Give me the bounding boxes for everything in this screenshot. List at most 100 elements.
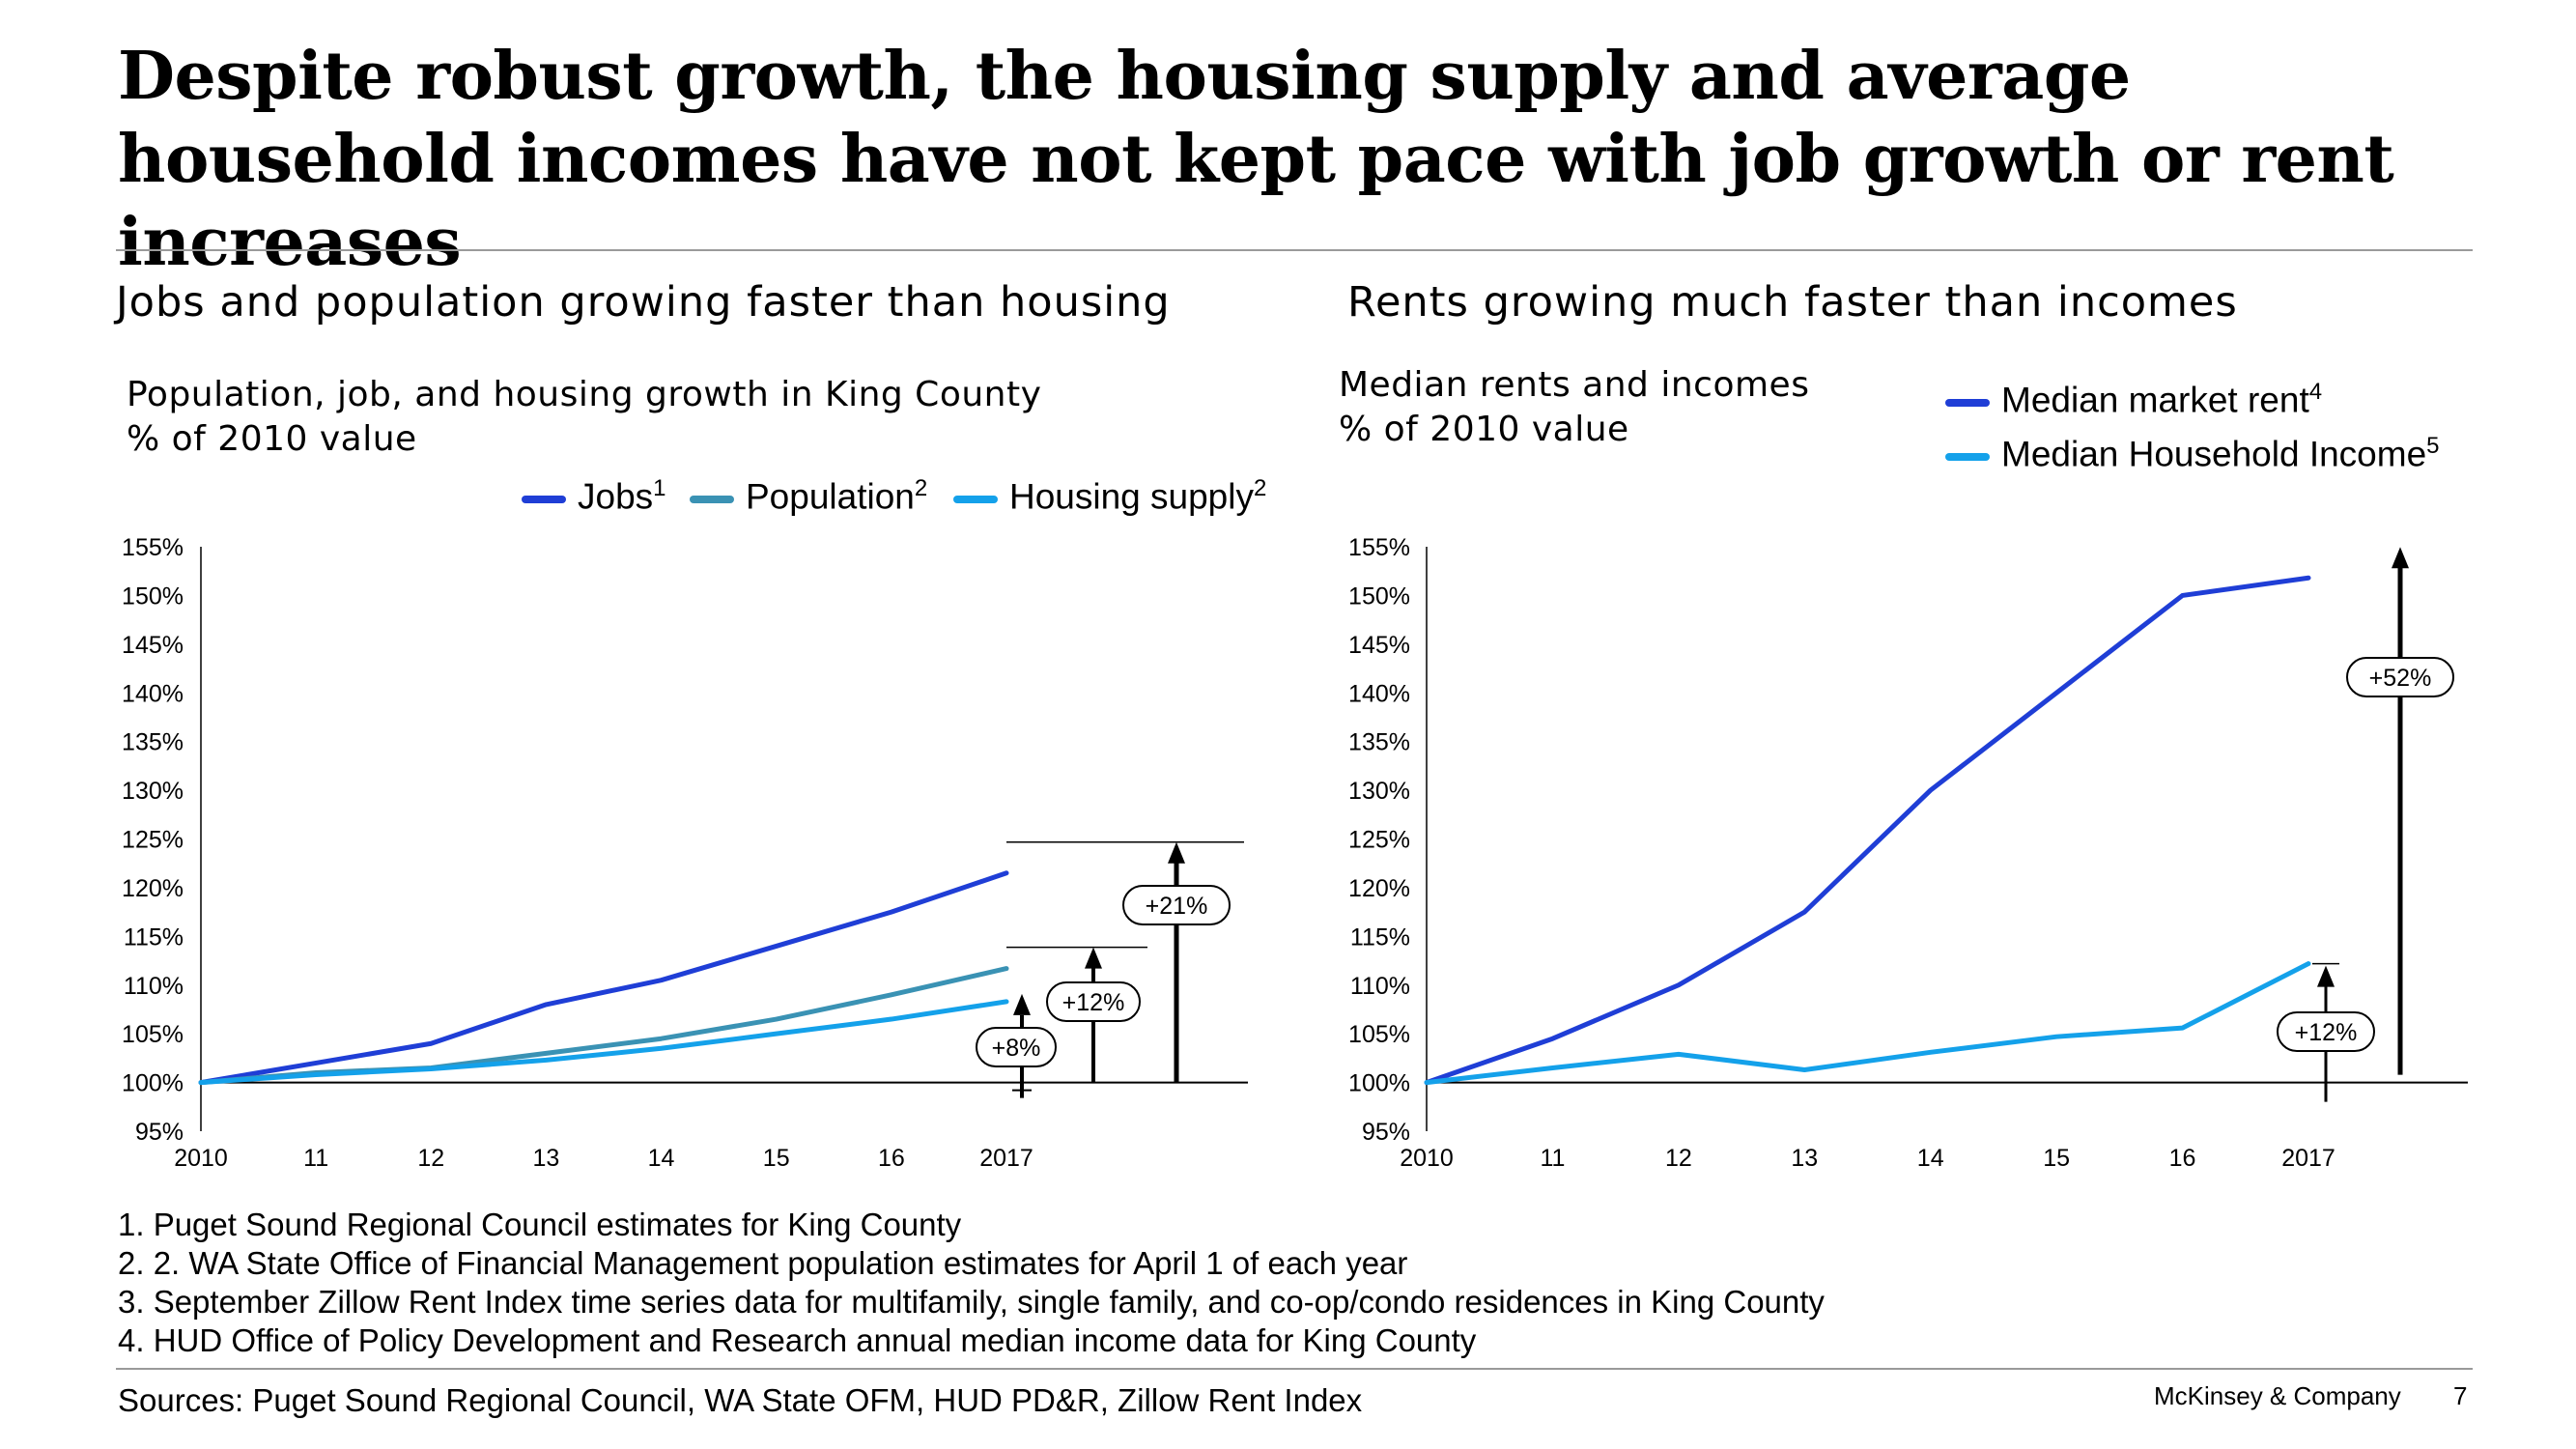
title-divider (116, 249, 2473, 251)
footnote-4: 4. HUD Office of Policy Development and … (118, 1322, 1477, 1358)
series-line-0 (1424, 575, 2311, 1086)
y-tick-label: 95% (1362, 1119, 1410, 1146)
legend-swatch-jobs (522, 495, 566, 503)
x-tick-label: 14 (648, 1145, 675, 1172)
footnote-marker: 5 (2426, 433, 2440, 459)
y-tick-label: 155% (122, 534, 184, 561)
legend-swatch-income (1945, 452, 1990, 461)
legend-swatch-population (690, 495, 734, 503)
annotation-arrowhead-housing (1013, 993, 1031, 1015)
x-tick-label: 12 (1665, 1145, 1692, 1172)
right-chart-title: Median rents and incomes (1339, 365, 1810, 405)
x-tick-label: 13 (1791, 1145, 1818, 1172)
y-tick-label: 100% (122, 1070, 184, 1097)
annotation-rent-52-label: +52% (2369, 665, 2432, 692)
page-number: 7 (2453, 1381, 2468, 1410)
legend-label: Population (746, 476, 915, 517)
annotation-income-12-label: +12% (2295, 1019, 2358, 1046)
legend-housing-supply: Housing supply2 (953, 475, 1266, 517)
y-tick-label: 105% (122, 1021, 184, 1048)
series-line-1 (198, 966, 1009, 1086)
y-tick-label: 115% (124, 923, 184, 951)
x-tick-label: 2017 (979, 1145, 1033, 1172)
y-tick-label: 120% (122, 875, 184, 902)
x-tick-label: 11 (1540, 1145, 1565, 1172)
legend-label: Median Household Income (2001, 434, 2427, 474)
right-section-heading: Rents growing much faster than incomes (1347, 278, 2238, 327)
x-tick-label: 2017 (2281, 1145, 2335, 1172)
x-tick-label: 15 (2043, 1145, 2070, 1172)
left-section-heading: Jobs and population growing faster than … (116, 278, 1171, 327)
y-tick-label: 110% (1350, 973, 1410, 1000)
y-tick-label: 150% (122, 582, 184, 610)
legend-swatch-housing (953, 495, 998, 503)
annotation-12-pill (1046, 981, 1141, 1022)
annotation-21-label: +21% (1146, 893, 1208, 920)
footer-divider (116, 1368, 2473, 1370)
y-tick-label: 135% (1348, 729, 1410, 756)
footnote-2: 2. 2. WA State Office of Financial Manag… (118, 1245, 1408, 1281)
annotation-8-pill (976, 1027, 1057, 1067)
x-tick-label: 14 (1917, 1145, 1944, 1172)
page-title: Despite robust growth, the housing suppl… (118, 38, 2394, 281)
y-tick-label: 115% (1350, 923, 1410, 951)
legend-label: Jobs (578, 476, 654, 517)
series-line-2 (198, 999, 1009, 1086)
y-tick-label: 135% (122, 729, 184, 756)
footnote-marker: 2 (1253, 475, 1267, 501)
annotation-rent-52-pill (2346, 657, 2454, 697)
y-tick-label: 125% (122, 827, 184, 854)
legend-median-market-rent: Median market rent4 (1945, 379, 2322, 420)
left-chart-subtitle: Population, job, and housing growth in K… (127, 373, 1041, 462)
right-chart-subtitle: Median rents and incomes % of 2010 value (1339, 363, 1809, 452)
right-chart-unit: % of 2010 value (1339, 410, 1629, 449)
y-tick-label: 105% (1348, 1021, 1410, 1048)
x-tick-label: 2010 (1400, 1145, 1454, 1172)
sources: Sources: Puget Sound Regional Council, W… (118, 1382, 1363, 1418)
left-chart-title: Population, job, and housing growth in K… (127, 375, 1042, 414)
footnote-marker: 1 (653, 475, 666, 501)
x-tick-label: 2010 (174, 1145, 228, 1172)
y-tick-label: 95% (135, 1119, 184, 1146)
annotation-12-label: +12% (1062, 989, 1125, 1016)
annotation-arrowhead-rent (2392, 547, 2409, 569)
legend-swatch-rent (1945, 398, 1990, 407)
annotation-income-12-pill (2277, 1011, 2375, 1052)
annotation-arrowhead-jobs (1168, 841, 1185, 864)
y-tick-label: 130% (1348, 778, 1410, 805)
y-tick-label: 130% (122, 778, 184, 805)
x-tick-label: 16 (2169, 1145, 2196, 1172)
legend-median-household-income: Median Household Income5 (1945, 433, 2440, 474)
y-tick-label: 140% (122, 680, 184, 707)
y-tick-label: 150% (1348, 582, 1410, 610)
footnote-3: 3. September Zillow Rent Index time seri… (118, 1284, 1825, 1320)
x-tick-label: 11 (303, 1145, 328, 1172)
y-tick-label: 140% (1348, 680, 1410, 707)
y-tick-label: 145% (1348, 632, 1410, 659)
legend-population: Population2 (690, 475, 927, 517)
y-tick-label: 145% (122, 632, 184, 659)
y-tick-label: 110% (124, 973, 184, 1000)
legend-label: Housing supply (1009, 476, 1254, 517)
x-tick-label: 15 (763, 1145, 790, 1172)
x-tick-label: 16 (878, 1145, 905, 1172)
brand: McKinsey & Company (2154, 1381, 2401, 1410)
footnote-marker: 2 (914, 475, 928, 501)
y-tick-label: 120% (1348, 875, 1410, 902)
x-tick-label: 13 (533, 1145, 560, 1172)
footnote-1: 1. Puget Sound Regional Council estimate… (118, 1207, 962, 1242)
series-line-0 (198, 870, 1009, 1086)
legend-jobs: Jobs1 (522, 475, 666, 517)
footnote-marker: 4 (2308, 379, 2323, 405)
y-tick-label: 100% (1348, 1070, 1410, 1097)
annotation-arrowhead-income (2317, 965, 2335, 987)
series-line-1 (1424, 961, 2311, 1086)
x-tick-label: 12 (417, 1145, 444, 1172)
y-tick-label: 125% (1348, 827, 1410, 854)
y-tick-label: 155% (1348, 534, 1410, 561)
legend-label: Median market rent (2001, 380, 2309, 420)
annotation-21-pill (1122, 885, 1231, 925)
annotation-8-label: +8% (992, 1035, 1041, 1062)
left-chart-unit: % of 2010 value (127, 419, 417, 459)
